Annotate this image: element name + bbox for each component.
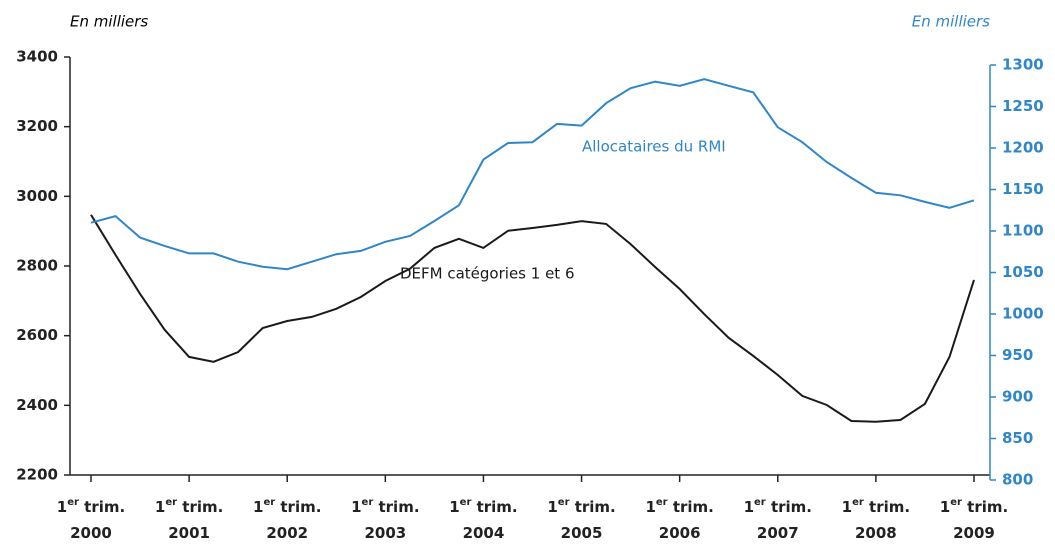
x-tick-year: 2006 (659, 524, 701, 542)
y-tick-label: 2200 (16, 466, 58, 484)
x-tick-line: 1er trim. (351, 497, 419, 516)
x-tick-part: trim. (177, 498, 223, 516)
x-tick-part: trim. (668, 498, 714, 516)
y2-tick-label: 1050 (1002, 263, 1044, 281)
x-tick-label: 1er trim. 2009 (940, 497, 1008, 542)
y2-tick-label: 800 (1002, 471, 1033, 489)
x-tick-line: 1er trim. (645, 497, 713, 516)
x-tick-part: trim. (570, 498, 616, 516)
x-tick-sup: er (362, 497, 374, 508)
x-tick-sup: er (754, 497, 766, 508)
x-tick-label: 1er trim. 2001 (155, 497, 223, 542)
x-tick-line: 1er trim. (57, 497, 125, 516)
y2-tick-label: 850 (1002, 429, 1033, 447)
x-tick-part: 1 (645, 498, 655, 516)
x-tick-sup: er (852, 497, 864, 508)
x-tick-year: 2009 (953, 524, 995, 542)
y2-axis-label: En milliers (912, 13, 990, 31)
x-tick-part: 1 (351, 498, 361, 516)
x-tick-sup: er (656, 497, 668, 508)
x-tick-year: 2008 (855, 524, 897, 542)
y-tick-label: 2800 (16, 257, 58, 275)
x-tick-label: 1er trim. 2000 (57, 497, 125, 542)
x-tick-line: 1er trim. (940, 497, 1008, 516)
x-tick-line: 1er trim. (842, 497, 910, 516)
x-tick-label: 1er trim. 2008 (842, 497, 910, 542)
x-tick-year: 2000 (70, 524, 112, 542)
y2-tick-label: 1150 (1002, 180, 1044, 198)
x-tick-label: 1er trim. 2003 (351, 497, 419, 542)
y-tick-label: 2400 (16, 396, 58, 414)
y2-tick-label: 1300 (1002, 56, 1044, 74)
x-tick-line: 1er trim. (253, 497, 321, 516)
series-label: DEFM catégories 1 et 6 (400, 265, 575, 283)
x-tick-sup: er (558, 497, 570, 508)
y2-tick-label: 1100 (1002, 222, 1044, 240)
x-tick-label: 1er trim. 2002 (253, 497, 321, 542)
x-tick-line: 1er trim. (449, 497, 517, 516)
x-tick-year: 2003 (364, 524, 406, 542)
y-axis-label: En milliers (70, 13, 148, 31)
x-tick-year: 2004 (463, 524, 505, 542)
x-tick-part: trim. (864, 498, 910, 516)
x-tick-part: 1 (253, 498, 263, 516)
x-tick-part: 1 (155, 498, 165, 516)
series-line (90, 214, 975, 423)
x-tick-sup: er (460, 497, 472, 508)
x-tick-part: trim. (79, 498, 125, 516)
x-tick-line: 1er trim. (547, 497, 615, 516)
y2-tick-label: 950 (1002, 346, 1033, 364)
x-tick-part: trim. (962, 498, 1008, 516)
series-label: Allocataires du RMI (582, 138, 726, 156)
x-tick-part: 1 (940, 498, 950, 516)
x-tick-label: 1er trim. 2005 (547, 497, 615, 542)
x-tick-sup: er (165, 497, 177, 508)
x-tick-year: 2007 (757, 524, 799, 542)
x-tick-year: 2002 (266, 524, 308, 542)
y-tick-label: 2600 (16, 326, 58, 344)
x-tick-part: 1 (842, 498, 852, 516)
y2-tick-label: 1250 (1002, 97, 1044, 115)
x-tick-label: 1er trim. 2004 (449, 497, 517, 542)
y2-tick-label: 1000 (1002, 305, 1044, 323)
x-tick-year: 2005 (561, 524, 603, 542)
x-tick-part: 1 (744, 498, 754, 516)
x-tick-line: 1er trim. (155, 497, 223, 516)
y-tick-label: 3000 (16, 187, 58, 205)
y2-tick-label: 1200 (1002, 139, 1044, 157)
x-tick-part: trim. (275, 498, 321, 516)
x-tick-line: 1er trim. (744, 497, 812, 516)
x-tick-year: 2001 (168, 524, 210, 542)
y-tick-label: 3200 (16, 117, 58, 135)
x-tick-part: 1 (57, 498, 67, 516)
x-tick-sup: er (950, 497, 962, 508)
x-tick-part: trim. (373, 498, 419, 516)
x-tick-part: trim. (766, 498, 812, 516)
series-line (90, 78, 975, 271)
x-tick-part: trim. (471, 498, 517, 516)
x-tick-sup: er (263, 497, 275, 508)
x-tick-part: 1 (547, 498, 557, 516)
y-tick-label: 3400 (16, 48, 58, 66)
x-tick-sup: er (67, 497, 79, 508)
x-tick-label: 1er trim. 2006 (645, 497, 713, 542)
y2-tick-label: 900 (1002, 388, 1033, 406)
x-tick-part: 1 (449, 498, 459, 516)
x-tick-label: 1er trim. 2007 (744, 497, 812, 542)
